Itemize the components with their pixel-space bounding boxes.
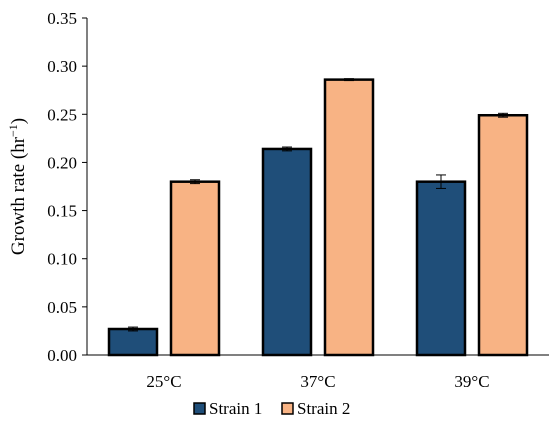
y-axis-ticks: 0.00 0.05 0.10 0.15 0.20 0.25 0.30 0.35	[47, 9, 87, 365]
bar-strain-2-2	[477, 113, 529, 357]
error-bars-group	[128, 78, 508, 332]
x-axis-labels: 25°C 37°C 39°C	[146, 372, 489, 391]
y-axis-title-main: Growth rate (hr	[8, 136, 29, 255]
legend-swatch-strain-1	[193, 402, 206, 415]
bar-strain-1-0	[107, 327, 159, 357]
y-tick-label: 0.20	[47, 153, 77, 172]
legend-label-strain-1: Strain 1	[209, 399, 262, 418]
y-tick-label: 0.15	[47, 202, 77, 221]
y-tick-label: 0.10	[47, 250, 77, 269]
y-axis-title: Growth rate (hr−1)	[6, 118, 29, 255]
bar-strain-2-1	[323, 78, 375, 357]
y-axis-title-superscript: −1	[6, 124, 20, 137]
y-tick-label: 0.25	[47, 105, 77, 124]
legend-swatch-strain-2	[281, 402, 294, 415]
legend-label-strain-2: Strain 2	[297, 399, 350, 418]
bar-strain-2-0	[169, 180, 221, 357]
y-tick-label: 0.35	[47, 9, 77, 28]
y-tick-label: 0.30	[47, 57, 77, 76]
bar-strain-1-1	[261, 147, 313, 357]
y-tick-label: 0.05	[47, 298, 77, 317]
y-axis-title-suffix: )	[8, 118, 29, 124]
bar-strain-1-2	[415, 180, 467, 357]
x-category-label: 39°C	[454, 372, 489, 391]
legend: Strain 1 Strain 2	[193, 399, 350, 418]
x-category-label: 37°C	[300, 372, 335, 391]
bars-group	[107, 78, 529, 357]
y-tick-label: 0.00	[47, 346, 77, 365]
x-category-label: 25°C	[146, 372, 181, 391]
